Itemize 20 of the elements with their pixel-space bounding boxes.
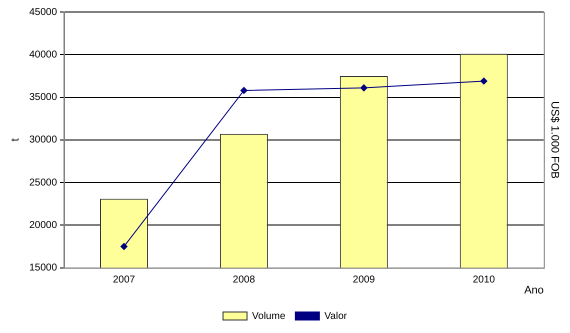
x-tick-label: 2009 bbox=[352, 274, 376, 286]
y-axis-title: t bbox=[10, 138, 22, 142]
x-tick-label: 2008 bbox=[232, 274, 256, 286]
point bbox=[240, 86, 248, 94]
y-tick-label: 20000 bbox=[29, 220, 58, 231]
point bbox=[120, 242, 128, 250]
legend-label: Valor bbox=[324, 310, 348, 322]
point bbox=[360, 84, 368, 92]
x-tick-label: 2007 bbox=[112, 274, 136, 286]
y-tick-label: 40000 bbox=[29, 49, 58, 60]
y-tick-label: 25000 bbox=[29, 177, 58, 188]
x-tick-label: 2010 bbox=[472, 274, 496, 286]
legend-label: Volume bbox=[252, 310, 286, 322]
y2-axis-title: US$ 1.000 FOB bbox=[548, 101, 560, 179]
y-tick-label: 35000 bbox=[29, 92, 58, 104]
y-tick-label: 45000 bbox=[29, 6, 58, 18]
y-tick-label: 15000 bbox=[29, 262, 58, 274]
point bbox=[480, 78, 488, 85]
y-tick-label: 30000 bbox=[29, 134, 58, 146]
x-axis-title: Ano bbox=[524, 284, 544, 296]
